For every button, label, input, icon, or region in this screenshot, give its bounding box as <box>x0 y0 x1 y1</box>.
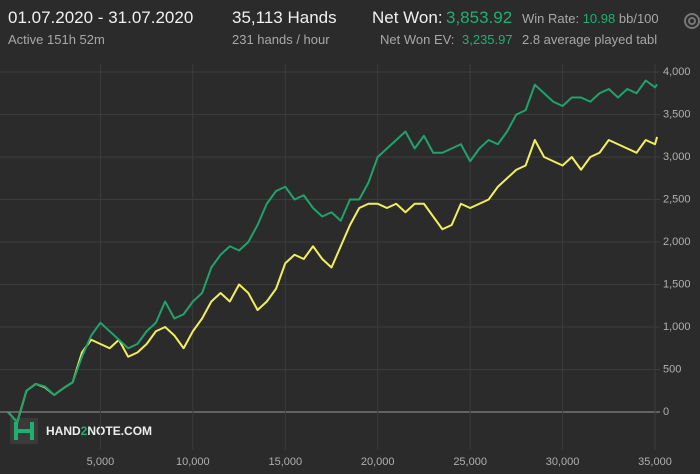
x-tick-label: 35,000 <box>638 456 672 468</box>
y-tick-label: 2,500 <box>663 193 691 205</box>
watermark: HAND2NOTE.COM <box>46 424 152 438</box>
x-tick-label: 20,000 <box>361 456 395 468</box>
net-won-label: Net Won: <box>372 8 443 27</box>
line-series <box>7 79 658 424</box>
y-tick-label: 2,000 <box>663 236 691 248</box>
date-range: 01.07.2020 - 31.07.2020 <box>8 8 194 27</box>
line-series <box>7 136 659 424</box>
hands: 35,113 Hands <box>232 8 337 27</box>
watermark-part: HAND <box>46 424 81 438</box>
y-tick-label: 0 <box>663 406 669 418</box>
net-won-ev-value: 3,235.97 <box>462 32 513 47</box>
y-tick-label: 1,500 <box>663 278 691 290</box>
settings-icon[interactable] <box>684 13 700 29</box>
x-tick-label: 15,000 <box>268 456 302 468</box>
net-won-ev-label: Net Won EV: <box>380 32 455 47</box>
net-won-value: 3,853.92 <box>446 8 513 27</box>
active-time: Active 151h 52m <box>8 32 105 47</box>
y-tick-label: 4,000 <box>663 66 691 78</box>
x-tick-label: 5,000 <box>87 456 115 468</box>
hands-per-hour: 231 hands / hour <box>232 32 330 47</box>
x-tick-label: 30,000 <box>546 456 580 468</box>
win-rate-label: Win Rate: <box>522 11 580 26</box>
tables: 2.8 average played tabl <box>522 32 658 47</box>
x-tick-label: 10,000 <box>176 456 210 468</box>
win-rate-value: 10.98 <box>582 11 616 26</box>
win-rate-unit: bb/100 <box>618 11 659 26</box>
x-tick-label: 25,000 <box>453 456 487 468</box>
watermark-part: 2 <box>81 424 88 438</box>
y-tick-label: 500 <box>663 363 681 375</box>
y-tick-label: 3,500 <box>663 108 691 120</box>
logo <box>10 418 38 444</box>
y-tick-label: 3,000 <box>663 151 691 163</box>
win-rate: Win Rate: 10.98 bb/100 <box>522 11 659 26</box>
y-tick-label: 1,000 <box>663 321 691 333</box>
watermark-part: NOTE.COM <box>87 424 152 438</box>
